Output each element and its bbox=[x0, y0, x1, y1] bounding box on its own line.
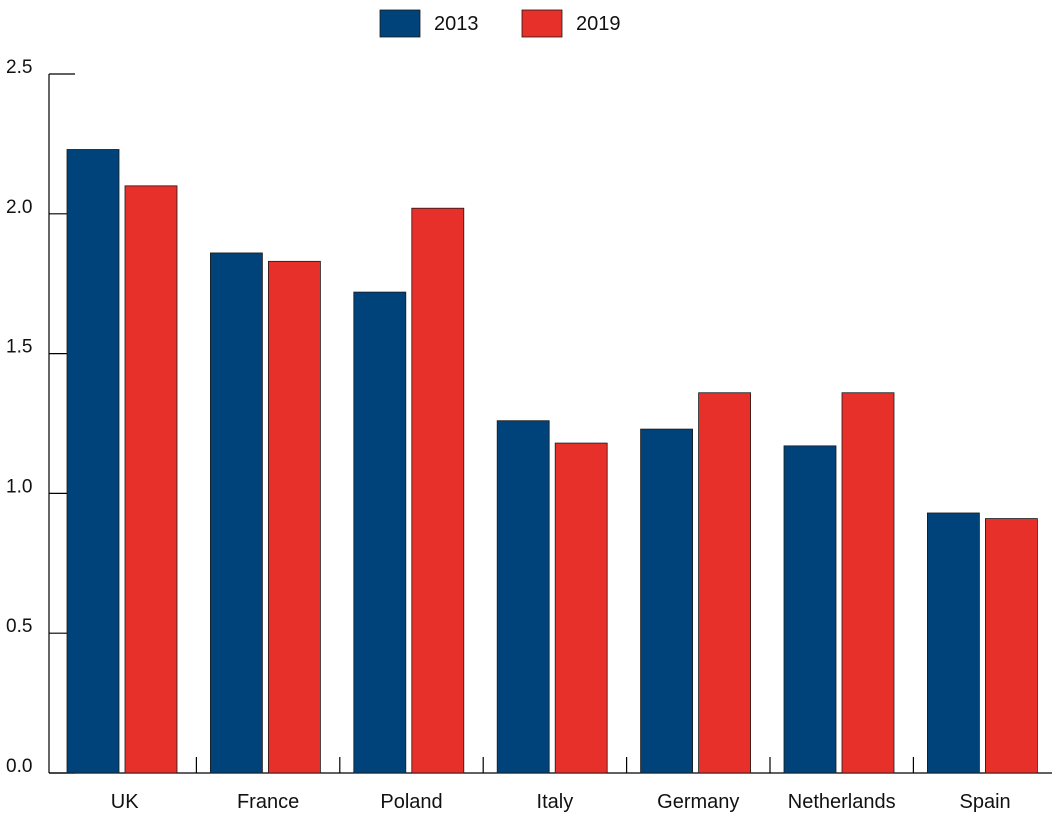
legend-label: 2013 bbox=[434, 13, 479, 35]
legend-swatch-2013 bbox=[379, 9, 421, 38]
x-category-label: Germany bbox=[657, 791, 739, 813]
bar-2013-netherlands bbox=[783, 445, 837, 774]
bar-2013-france bbox=[209, 252, 263, 774]
legend-label: 2019 bbox=[576, 13, 621, 35]
bar-2019-netherlands bbox=[841, 392, 895, 774]
bar-2019-italy bbox=[554, 442, 608, 774]
bar-2013-germany bbox=[640, 428, 693, 774]
y-tick-label: 0.5 bbox=[6, 616, 32, 637]
bar-2013-italy bbox=[496, 420, 550, 774]
y-tick-label: 1.5 bbox=[6, 337, 32, 358]
y-tick-label: 1.0 bbox=[6, 476, 32, 497]
bar-2013-poland bbox=[353, 291, 407, 774]
y-tick-label: 0.0 bbox=[6, 756, 32, 777]
bar-2019-uk bbox=[124, 185, 178, 774]
legend: 2013 2019 bbox=[379, 9, 621, 38]
bars bbox=[66, 149, 1038, 774]
x-category-label: Italy bbox=[537, 791, 574, 813]
y-tick-label: 2.5 bbox=[6, 57, 32, 78]
bar-2019-poland bbox=[411, 207, 465, 774]
y-axis: 0.0 0.5 1.0 1.5 2.0 2.5 bbox=[6, 57, 75, 777]
x-category-label: UK bbox=[111, 791, 139, 813]
bar-2019-france bbox=[267, 260, 321, 774]
bar-2013-uk bbox=[66, 149, 120, 774]
bar-2019-spain bbox=[985, 518, 1038, 774]
legend-swatch-2019 bbox=[521, 9, 563, 38]
bar-2013-spain bbox=[927, 512, 980, 774]
y-tick-label: 2.0 bbox=[6, 197, 32, 218]
x-axis: UK France Poland Italy Germany Netherlands Spa… bbox=[49, 757, 1052, 813]
x-category-label: France bbox=[237, 791, 299, 813]
x-category-label: Netherlands bbox=[788, 791, 896, 813]
x-category-label: Spain bbox=[960, 791, 1011, 813]
x-category-label: Poland bbox=[380, 791, 442, 813]
bar-2019-germany bbox=[698, 392, 751, 774]
